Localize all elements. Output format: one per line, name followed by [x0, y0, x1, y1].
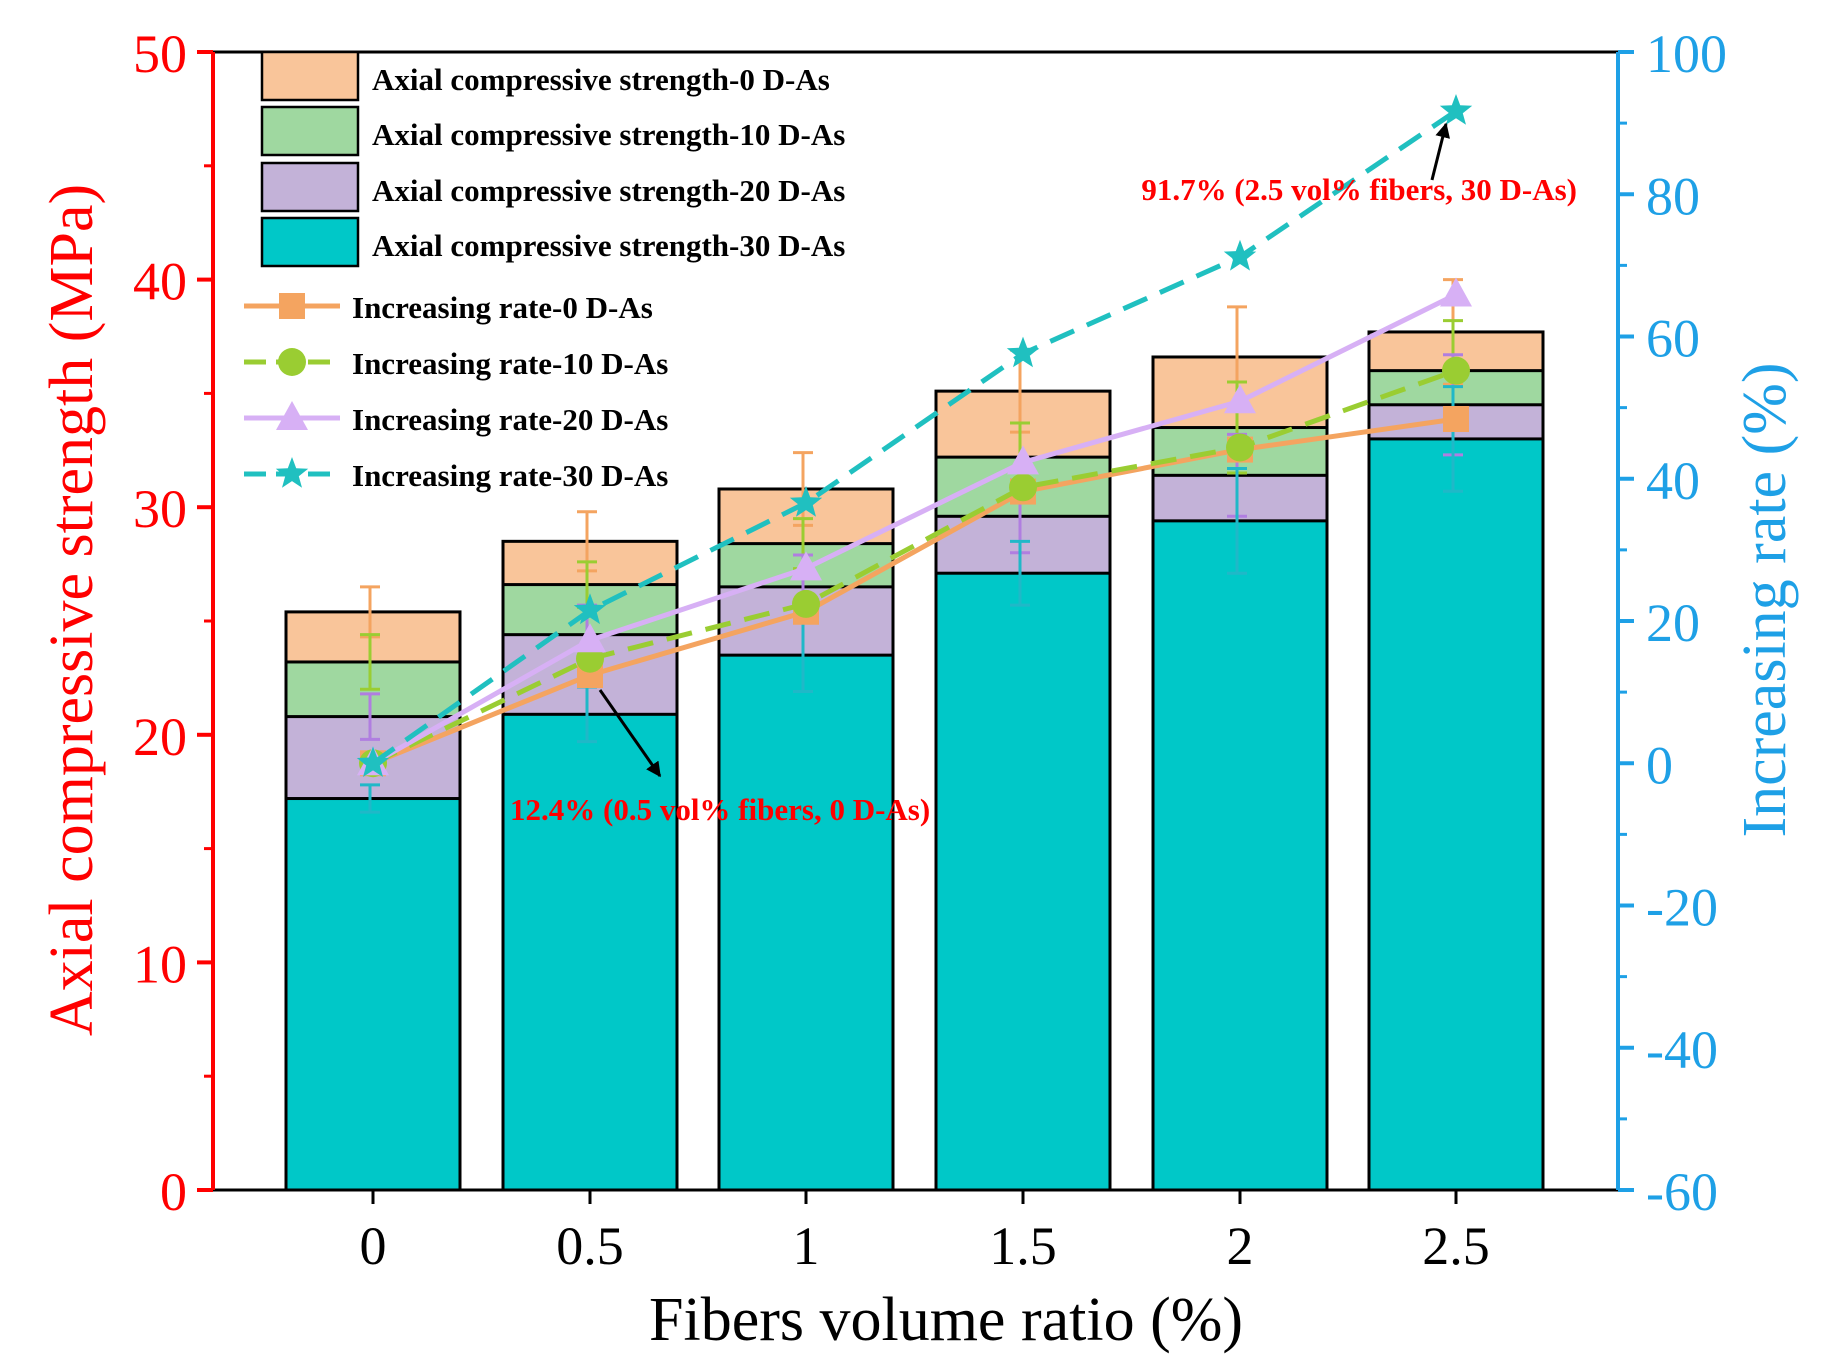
- x-tick-label: 2: [1227, 1216, 1254, 1276]
- line-3-point-4: [1223, 239, 1257, 271]
- x-tick-label: 1.5: [989, 1216, 1057, 1276]
- bar-3-4: [1151, 519, 1329, 1192]
- error-bar-3-4: [1227, 467, 1247, 575]
- legend-label-line-2: Increasing rate-20 D-As: [352, 402, 668, 437]
- line-2-point-4: [1224, 384, 1256, 414]
- legend-label-line-0: Increasing rate-0 D-As: [352, 290, 653, 325]
- line-3-point-2: [789, 485, 823, 517]
- annotations-layer: 91.7% (2.5 vol% fibers, 30 D-As) 12.4% (0…: [510, 122, 1577, 827]
- bars-layer: [284, 278, 1545, 1192]
- legend: Axial compressive strength-0 D-As Axial c…: [244, 50, 845, 493]
- line-3: [371, 108, 1458, 766]
- line-1-point-3: [1009, 473, 1037, 502]
- legend-swatch-bar-0: [260, 50, 360, 102]
- line-0: [372, 416, 1457, 766]
- x-tick-label: 1: [793, 1216, 820, 1276]
- left-tick-label: 0: [160, 1162, 187, 1222]
- legend-label-line-1: Increasing rate-10 D-As: [352, 346, 668, 381]
- annotation-arrow-max: [1430, 122, 1451, 181]
- bar-3-0: [284, 797, 462, 1192]
- annotation-arrow-min: [598, 689, 662, 778]
- bar-3-2: [717, 653, 895, 1192]
- right-tick-label: -20: [1646, 878, 1718, 938]
- right-tick-label: 20: [1646, 593, 1700, 653]
- right-tick-label: 100: [1646, 24, 1727, 84]
- right-tick-label: -60: [1646, 1162, 1718, 1222]
- legend-label-bar-2: Axial compressive strength-20 D-As: [372, 173, 845, 208]
- line-3-point-0: [356, 746, 390, 777]
- line-3-point-1: [573, 593, 607, 625]
- error-bar-3-5: [1443, 385, 1463, 493]
- left-tick-label: 30: [133, 479, 187, 539]
- legend-marker-1: [278, 348, 306, 376]
- legend-swatch-bar-3: [260, 216, 360, 268]
- bar-3-3: [934, 571, 1112, 1192]
- x-tick-label: 0: [360, 1216, 387, 1276]
- error-bar-1-0: [360, 633, 380, 691]
- line-1-point-2: [792, 589, 820, 618]
- legend-label-bar-0: Axial compressive strength-0 D-As: [372, 62, 830, 97]
- left-tick-label: 40: [133, 252, 187, 312]
- line-3-point-5: [1439, 94, 1473, 125]
- right-tick-label: -40: [1646, 1020, 1718, 1080]
- line-3-point-3: [1006, 336, 1040, 368]
- annotation-text-max: 91.7% (2.5 vol% fibers, 30 D-As): [1141, 172, 1577, 207]
- left-axis: 0 10 20 30 40 50: [133, 24, 213, 1222]
- right-axis: -60 -40 -20 0 20 40 60 80 100: [1618, 24, 1727, 1222]
- legend-marker-2: [276, 401, 308, 430]
- x-tick-label: 0.5: [556, 1216, 624, 1276]
- line-2-point-1: [574, 623, 606, 653]
- error-bar-3-3: [1010, 539, 1030, 607]
- bar-3-1: [501, 712, 679, 1192]
- legend-label-bar-1: Axial compressive strength-10 D-As: [372, 117, 845, 152]
- x-axis-title: Fibers volume ratio (%): [649, 1286, 1243, 1354]
- line-2-point-5: [1440, 277, 1472, 307]
- left-tick-label: 50: [133, 24, 187, 84]
- left-tick-label: 10: [133, 934, 187, 994]
- right-tick-label: 80: [1646, 166, 1700, 226]
- legend-label-bar-3: Axial compressive strength-30 D-As: [372, 228, 845, 263]
- left-tick-label: 20: [133, 707, 187, 767]
- line-2: [371, 292, 1458, 766]
- line-2-point-3: [1007, 445, 1039, 475]
- line-1-point-4: [1226, 433, 1254, 462]
- x-tick-label: 2.5: [1422, 1216, 1490, 1276]
- line-1-point-5: [1442, 356, 1470, 385]
- legend-swatch-bar-1: [260, 105, 360, 157]
- bar-3-5: [1367, 437, 1545, 1192]
- annotation-text-min: 12.4% (0.5 vol% fibers, 0 D-As): [510, 792, 930, 827]
- right-tick-label: 0: [1646, 735, 1673, 795]
- line-0-point-5: [1443, 406, 1469, 433]
- legend-swatch-bar-2: [260, 161, 360, 213]
- line-2-point-2: [790, 551, 822, 581]
- right-tick-label: 40: [1646, 451, 1700, 511]
- line-1: [371, 368, 1457, 766]
- right-tick-label: 60: [1646, 309, 1700, 369]
- legend-marker-0: [279, 293, 305, 319]
- lines-layer: [356, 94, 1473, 778]
- left-axis-title: Axial compressive strength (MPa): [38, 184, 106, 1036]
- legend-marker-3: [275, 457, 309, 488]
- error-bar-3-0: [360, 783, 380, 814]
- right-axis-title: Increasing rate (%): [1731, 362, 1799, 837]
- x-axis: 0 0.5 1 1.5 2 2.5: [360, 1190, 1490, 1276]
- legend-label-line-3: Increasing rate-30 D-As: [352, 458, 668, 493]
- error-bar-2-0: [360, 692, 380, 741]
